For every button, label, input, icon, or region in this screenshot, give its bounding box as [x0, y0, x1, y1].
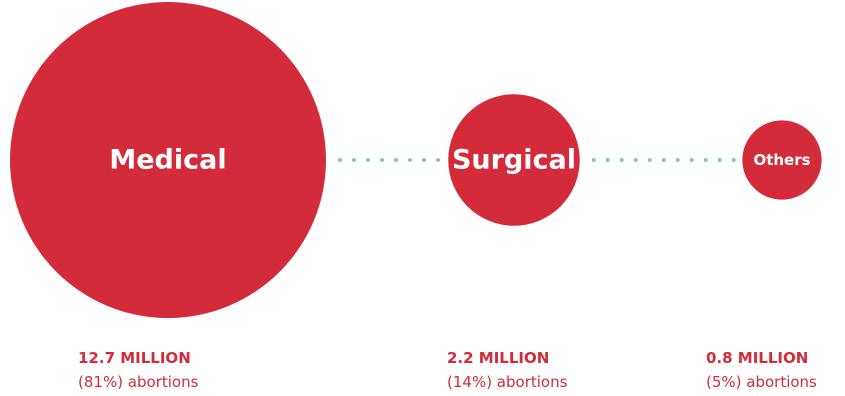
- stat-others: 0.8 MILLION (5%) abortions: [706, 346, 817, 394]
- bubble-label-medical: Medical: [109, 145, 226, 176]
- stat-count-surgical: 2.2 MILLION: [447, 349, 550, 367]
- stat-share-others: (5%) abortions: [706, 373, 817, 391]
- stat-count-medical: 12.7 MILLION: [78, 349, 191, 367]
- bubble-group: Medical Surgical Others: [10, 2, 822, 318]
- stat-count-others: 0.8 MILLION: [706, 349, 809, 367]
- bubble-others: [742, 120, 822, 200]
- bubble-medical: [10, 2, 326, 318]
- stat-share-medical: (81%) abortions: [78, 373, 199, 391]
- bubble-label-others: Others: [753, 151, 810, 169]
- stat-medical: 12.7 MILLION (81%) abortions: [78, 346, 198, 394]
- bubble-surgical: [448, 94, 580, 226]
- bubble-label-surgical: Surgical: [452, 145, 576, 176]
- stat-share-surgical: (14%) abortions: [447, 373, 568, 391]
- stat-surgical: 2.2 MILLION (14%) abortions: [447, 346, 567, 394]
